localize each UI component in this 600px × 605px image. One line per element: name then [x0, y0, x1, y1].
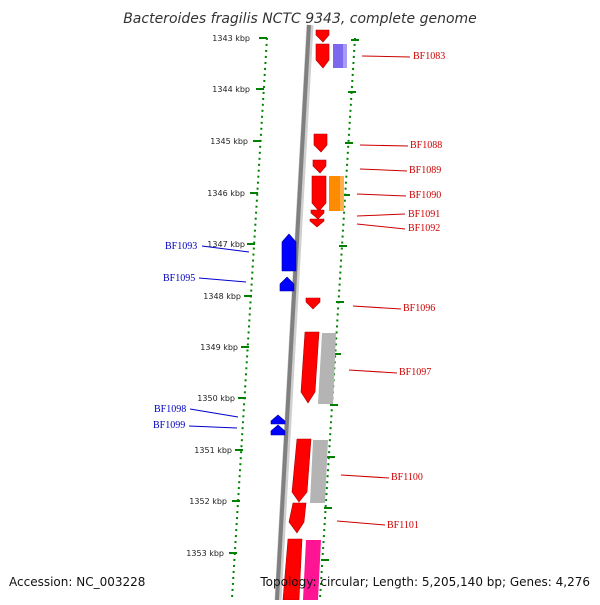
gene-arrow-bf1090[interactable] — [311, 175, 327, 212]
gene-label-bf1083[interactable]: BF1083 — [413, 51, 445, 62]
forward-gene-labels: BF1083 BF1088 BF1089 BF1090 BF1091 BF109… — [387, 51, 445, 531]
gene-label-bf1095[interactable]: BF1095 — [163, 273, 195, 284]
feature-box-purple-shade — [343, 44, 347, 68]
gene-label-bf1092[interactable]: BF1092 — [408, 223, 440, 234]
feature-box-orange-shade — [340, 176, 344, 211]
gene-arrow-bf1100[interactable] — [291, 438, 312, 503]
gene-label-bf1098[interactable]: BF1098 — [154, 404, 186, 415]
left-ruler-line — [231, 37, 268, 599]
forward-strand-genes — [282, 29, 330, 601]
tick-label: 1344 kbp — [212, 85, 250, 94]
tick-label: 1348 kbp — [203, 292, 241, 301]
tick-label: 1346 kbp — [207, 189, 245, 198]
reverse-strand-genes — [270, 233, 297, 436]
topology-text: Topology: circular; Length: 5,205,140 bp… — [259, 575, 590, 589]
gene-arrow-forward[interactable] — [282, 538, 303, 601]
feature-boxes — [303, 44, 347, 600]
tick-label: 1353 kbp — [186, 549, 224, 558]
tick-label: 1352 kbp — [189, 497, 227, 506]
forward-leader-lines — [336, 55, 411, 526]
gene-arrow-bf1099[interactable] — [270, 424, 286, 436]
gene-label-bf1100[interactable]: BF1100 — [391, 472, 423, 483]
tick-label: 1350 kbp — [197, 394, 235, 403]
gene-arrow-bf1093[interactable] — [281, 233, 297, 272]
gene-label-bf1088[interactable]: BF1088 — [410, 140, 442, 151]
genome-backbone — [275, 24, 311, 601]
accession-text: Accession: NC_003228 — [9, 575, 145, 589]
gene-label-bf1089[interactable]: BF1089 — [409, 165, 441, 176]
gene-arrow-bf1088[interactable] — [313, 133, 328, 153]
tick-label: 1343 kbp — [212, 34, 250, 43]
gene-arrow-forward[interactable] — [315, 29, 330, 43]
feature-box-pink[interactable] — [303, 540, 321, 600]
tick-label: 1351 kbp — [194, 446, 232, 455]
right-ruler-ticks — [321, 39, 359, 561]
gene-arrow-bf1092[interactable] — [309, 218, 325, 228]
tick-label: 1347 kbp — [207, 240, 245, 249]
tick-label: 1349 kbp — [200, 343, 238, 352]
gene-arrow-bf1095[interactable] — [279, 276, 295, 292]
gene-label-bf1091[interactable]: BF1091 — [408, 209, 440, 220]
ruler-tick-labels: 1343 kbp 1344 kbp 1345 kbp 1346 kbp 1347… — [186, 34, 250, 558]
map-title: Bacteroides fragilis NCTC 9343, complete… — [123, 11, 477, 27]
gene-arrow-bf1089[interactable] — [312, 159, 327, 174]
gene-arrow-bf1098[interactable] — [270, 414, 286, 425]
left-ruler-ticks — [229, 37, 267, 554]
gene-arrow-bf1083[interactable] — [315, 43, 330, 69]
gene-arrow-bf1097[interactable] — [300, 331, 320, 404]
gene-label-bf1093[interactable]: BF1093 — [165, 241, 197, 252]
gene-arrow-bf1096[interactable] — [305, 297, 321, 310]
gene-arrow-bf1101[interactable] — [288, 502, 307, 534]
feature-box-gray[interactable] — [318, 333, 336, 404]
reverse-leader-lines — [188, 245, 250, 429]
gene-label-bf1096[interactable]: BF1096 — [403, 303, 435, 314]
tick-label: 1345 kbp — [210, 137, 248, 146]
gene-label-bf1101[interactable]: BF1101 — [387, 520, 419, 531]
feature-box-gray[interactable] — [310, 440, 328, 503]
gene-label-bf1090[interactable]: BF1090 — [409, 190, 441, 201]
gene-label-bf1099[interactable]: BF1099 — [153, 420, 185, 431]
reverse-gene-labels: BF1093 BF1095 BF1098 BF1099 — [153, 241, 197, 431]
gene-label-bf1097[interactable]: BF1097 — [399, 367, 431, 378]
gene-arrow-bf1091[interactable] — [310, 209, 325, 220]
right-ruler-line — [319, 37, 356, 599]
